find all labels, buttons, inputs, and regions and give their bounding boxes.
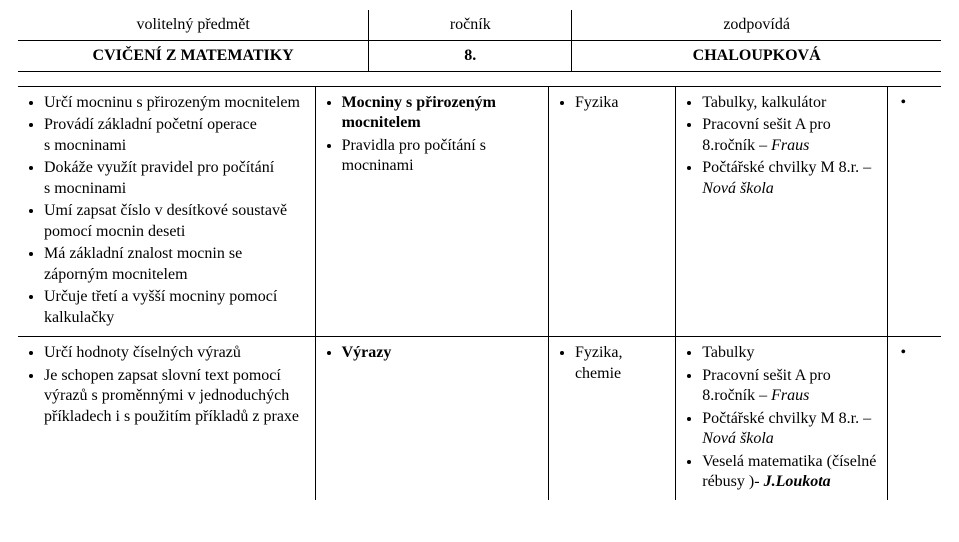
cell-notes: Tabulky Pracovní sešit A pro 8.ročník – F… (676, 337, 888, 501)
header-value-responsible: CHALOUPKOVÁ (572, 41, 941, 72)
note-item: Tabulky (702, 343, 879, 363)
header-label-grade: ročník (369, 10, 572, 41)
cell-outcomes: Určí hodnoty číselných výrazů Je schopen … (18, 337, 315, 501)
note-item: Pracovní sešit A pro 8.ročník – Fraus (702, 366, 879, 407)
spacer (18, 72, 941, 86)
cell-extra (888, 337, 941, 501)
outcome-item: Dokáže využít pravidel pro počítání s mo… (44, 158, 307, 199)
topic-item: Pravidla pro počítání s mocninami (342, 136, 540, 177)
header-row-values: CVIČENÍ Z MATEMATIKY 8. CHALOUPKOVÁ (18, 41, 941, 72)
topic-item: Mocniny s přirozeným mocnitelem (342, 93, 540, 134)
header-label-subject: volitelný předmět (18, 10, 369, 41)
header-value-subject: CVIČENÍ Z MATEMATIKY (18, 41, 369, 72)
crosslink-item: Fyzika (575, 93, 667, 113)
content-table: Určí mocninu s přirozeným mocnitelemProv… (18, 86, 941, 500)
page: volitelný předmět ročník zodpovídá CVIČE… (0, 0, 959, 542)
outcome-item: Určuje třetí a vyšší mocniny pomocí kalk… (44, 287, 307, 328)
header-label-responsible: zodpovídá (572, 10, 941, 41)
outcome-item: Umí zapsat číslo v desítkové soustavě po… (44, 201, 307, 242)
crosslink-item: Fyzika, chemie (575, 343, 667, 384)
header-row-labels: volitelný předmět ročník zodpovídá (18, 10, 941, 41)
header-table: volitelný předmět ročník zodpovídá CVIČE… (18, 10, 941, 72)
note-item: Počtářské chvilky M 8.r. – Nová škola (702, 409, 879, 450)
outcome-item: Provádí základní početní operace s mocni… (44, 115, 307, 156)
outcome-item: Určí mocninu s přirozeným mocnitelem (44, 93, 307, 113)
outcome-item: Určí hodnoty číselných výrazů (44, 343, 307, 363)
cell-topic: Mocniny s přirozeným mocnitelemPravidla … (315, 87, 548, 337)
content-row: Určí hodnoty číselných výrazů Je schopen … (18, 337, 941, 501)
note-item: Tabulky, kalkulátor (702, 93, 879, 113)
note-item: Počtářské chvilky M 8.r. – Nová škola (702, 158, 879, 199)
cell-crosslinks: Fyzika (548, 87, 675, 337)
cell-notes: Tabulky, kalkulátorPracovní sešit A pro … (676, 87, 888, 337)
outcome-item: Je schopen zapsat slovní text pomocí výr… (44, 366, 307, 427)
cell-extra (888, 87, 941, 337)
content-row: Určí mocninu s přirozeným mocnitelemProv… (18, 87, 941, 337)
note-item: Pracovní sešit A pro 8.ročník – Fraus (702, 115, 879, 156)
topic-item: Výrazy (342, 343, 540, 363)
note-item: Veselá matematika (číselné rébusy )- J.L… (702, 452, 879, 493)
cell-crosslinks: Fyzika, chemie (548, 337, 675, 501)
outcome-item: Má základní znalost mocnin se záporným m… (44, 244, 307, 285)
cell-topic: Výrazy (315, 337, 548, 501)
cell-outcomes: Určí mocninu s přirozeným mocnitelemProv… (18, 87, 315, 337)
header-value-grade: 8. (369, 41, 572, 72)
